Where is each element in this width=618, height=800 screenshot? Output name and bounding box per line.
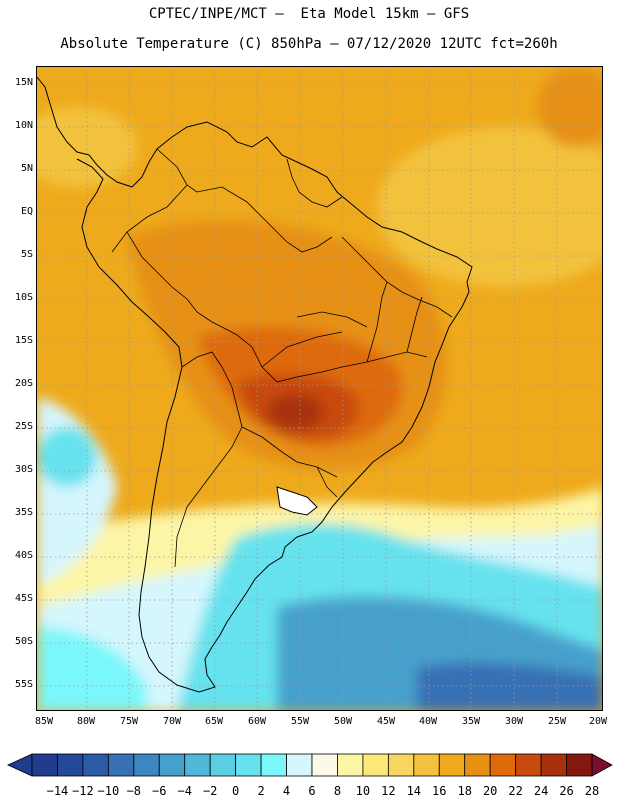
colorbar-swatch [209, 753, 237, 777]
colorbar-swatch [286, 753, 313, 777]
colorbar-label: 24 [534, 784, 548, 798]
colorbar-swatch [133, 753, 160, 777]
colorbar-swatch [337, 753, 364, 777]
colorbar-label: −6 [152, 784, 166, 798]
colorbar-swatch [158, 753, 186, 777]
colorbar-swatch [566, 753, 593, 777]
lon-label: 75W [119, 716, 139, 727]
lon-label: 45W [376, 716, 396, 727]
lat-label: EQ [20, 206, 33, 217]
colorbar-swatch [464, 753, 491, 777]
lon-label: 70W [162, 716, 182, 727]
colorbar-label: 28 [585, 784, 599, 798]
colorbar-swatch [31, 753, 58, 777]
lat-label: 5N [20, 163, 33, 174]
lat-label: 20S [14, 378, 33, 389]
colorbar-label: −10 [98, 784, 120, 798]
colorbar: −14 −12 −10 −8 −6 −4 −2 0 2 4 6 8 10 12 14 16 18 20 22 24 26… [7, 753, 613, 798]
lat-label: 35S [14, 507, 33, 518]
colorbar-swatch [540, 753, 567, 777]
lon-label: 25W [547, 716, 567, 727]
lon-label: 55W [290, 716, 310, 727]
coastline [37, 76, 473, 693]
lat-label: 15S [14, 335, 33, 346]
colorbar-label: 14 [407, 784, 421, 798]
lon-label: 65W [204, 716, 224, 727]
colorbar-label: −4 [178, 784, 192, 798]
lat-label: 10S [14, 292, 33, 303]
colorbar-label: 18 [458, 784, 472, 798]
colorbar-label: 20 [483, 784, 497, 798]
colorbar-label: 2 [257, 784, 264, 798]
lat-label: 50S [14, 636, 33, 647]
colorbar-swatch [362, 753, 389, 777]
colorbar-swatch [184, 753, 211, 777]
colorbar-label: 12 [381, 784, 395, 798]
temperature-field [37, 67, 602, 710]
colorbar-swatch [387, 753, 415, 777]
colorbar-label: 8 [334, 784, 341, 798]
lat-label: 40S [14, 550, 33, 561]
lon-label: 40W [418, 716, 438, 727]
lon-label: 20W [588, 716, 608, 727]
colorbar-label: 6 [308, 784, 315, 798]
lat-label: 25S [14, 421, 33, 432]
colorbar-swatch [260, 753, 287, 777]
colorbar-label: 26 [559, 784, 573, 798]
temperature-map [36, 66, 603, 711]
lat-label: 10N [14, 120, 33, 131]
colorbar-label: −8 [127, 784, 141, 798]
colorbar-swatch [311, 753, 338, 777]
colorbar-label: 10 [356, 784, 370, 798]
lon-label: 30W [504, 716, 524, 727]
colorbar-swatch [82, 753, 109, 777]
lat-label: 15N [14, 77, 33, 88]
lat-label: 30S [14, 464, 33, 475]
lon-label: 50W [333, 716, 353, 727]
lon-label: 80W [76, 716, 96, 727]
lon-label: 35W [461, 716, 481, 727]
colorbar-swatch [515, 753, 542, 777]
colorbar-label: −12 [72, 784, 94, 798]
colorbar-swatch [57, 753, 84, 777]
graticule [37, 67, 602, 710]
title-line-2: Absolute Temperature (C) 850hPa – 07/12/… [60, 36, 558, 52]
colorbar-arrow-left [7, 753, 33, 777]
country-borders [111, 148, 453, 568]
lat-label: 45S [14, 593, 33, 604]
title-line-1: CPTEC/INPE/MCT – Eta Model 15km – GFS [148, 6, 470, 22]
colorbar-label: −14 [47, 784, 69, 798]
colorbar-swatch [235, 753, 262, 777]
colorbar-swatch [413, 753, 440, 777]
colorbar-label: 0 [232, 784, 239, 798]
colorbar-label: 4 [283, 784, 290, 798]
colorbar-arrow-right [591, 753, 613, 777]
colorbar-swatch [438, 753, 466, 777]
lat-label: 5S [20, 249, 33, 260]
colorbar-swatch [489, 753, 517, 777]
colorbar-label: 16 [432, 784, 446, 798]
lon-label: 85W [34, 716, 54, 727]
lat-label: 55S [14, 679, 33, 690]
lon-label: 60W [247, 716, 267, 727]
colorbar-label: −2 [203, 784, 217, 798]
colorbar-swatch [107, 753, 135, 777]
colorbar-label: 22 [508, 784, 522, 798]
